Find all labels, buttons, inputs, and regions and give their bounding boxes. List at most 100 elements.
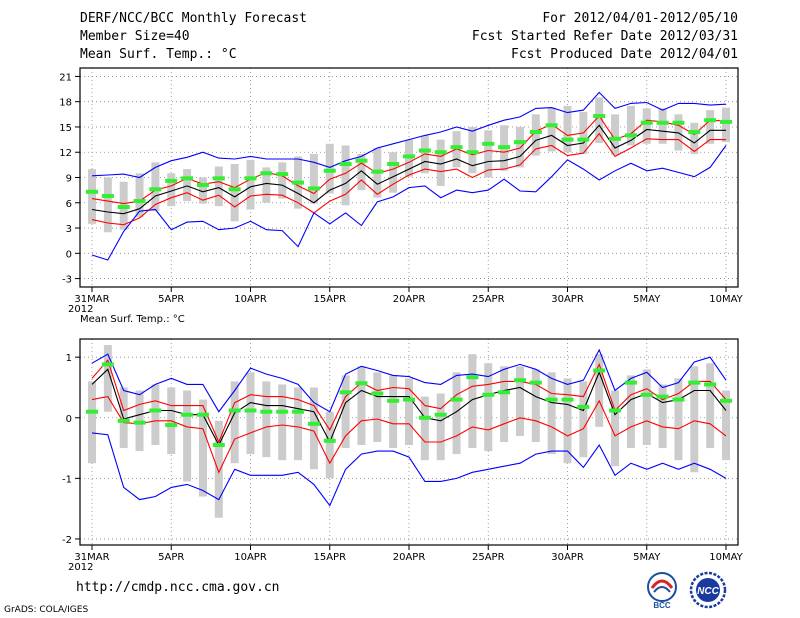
spread-box bbox=[531, 369, 540, 442]
ncc-logo: NCC bbox=[689, 571, 727, 609]
spread-box bbox=[309, 153, 318, 204]
spread-box bbox=[690, 366, 699, 473]
spread-box bbox=[484, 130, 493, 178]
x-tick-label: 25APR bbox=[472, 552, 505, 563]
median-marker bbox=[244, 408, 257, 413]
median-marker bbox=[101, 194, 114, 199]
series-max-line bbox=[91, 91, 727, 179]
spread-box bbox=[531, 114, 540, 156]
bcc-logo-text: BCC bbox=[653, 601, 671, 610]
median-marker bbox=[450, 145, 463, 150]
median-marker bbox=[228, 408, 241, 413]
plot-frame bbox=[79, 67, 739, 288]
footer-url[interactable]: http://cmdp.ncc.cma.gov.cn bbox=[76, 580, 280, 595]
forecast-start-date: Fcst Started Refer Date 2012/03/31 bbox=[471, 29, 738, 44]
median-marker bbox=[482, 392, 495, 397]
spread-box bbox=[690, 122, 699, 154]
spread-box bbox=[183, 390, 192, 482]
spread-box bbox=[103, 345, 112, 412]
spread-box bbox=[88, 381, 96, 464]
median-marker bbox=[704, 382, 717, 387]
median-marker bbox=[545, 397, 558, 402]
series-min-line bbox=[91, 432, 727, 507]
median-marker bbox=[434, 150, 447, 155]
spread-box bbox=[405, 378, 413, 446]
x-tick-label: 30APR bbox=[551, 294, 584, 305]
spread-box bbox=[309, 387, 318, 470]
x-tick-label: 10APR bbox=[234, 294, 267, 305]
panel-title: Mean Surf. Temp.: °C bbox=[80, 314, 185, 325]
median-marker bbox=[323, 168, 336, 173]
spread-box bbox=[278, 162, 287, 199]
median-marker bbox=[656, 394, 669, 399]
median-marker bbox=[196, 412, 209, 417]
spread-box bbox=[389, 152, 398, 193]
spread-box bbox=[214, 166, 223, 207]
spread-box bbox=[626, 105, 635, 146]
spread-box bbox=[722, 107, 730, 143]
spread-box bbox=[579, 381, 588, 458]
median-marker bbox=[212, 176, 225, 181]
x-tick-label: 31MAR bbox=[74, 552, 109, 563]
spread-box bbox=[88, 169, 96, 224]
median-marker bbox=[529, 130, 542, 135]
median-marker bbox=[450, 397, 463, 402]
median-marker bbox=[577, 137, 590, 142]
median-marker bbox=[656, 120, 669, 125]
x-tick-label: 31MAR bbox=[74, 294, 109, 305]
spread-box bbox=[183, 169, 192, 202]
forecast-produced-date: Fcst Produced Date 2012/04/01 bbox=[511, 47, 738, 62]
spread-box bbox=[294, 387, 303, 461]
median-marker bbox=[403, 397, 415, 402]
spread-box bbox=[198, 399, 207, 497]
x-tick-label: 5APR bbox=[158, 294, 184, 305]
spread-box bbox=[706, 110, 715, 144]
median-marker bbox=[672, 397, 685, 402]
variable-label: Mean Surf. Temp.: °C bbox=[80, 47, 237, 62]
median-marker bbox=[371, 391, 384, 396]
spread-box bbox=[722, 390, 730, 461]
spread-box bbox=[642, 369, 651, 446]
median-marker bbox=[181, 412, 194, 417]
spread-box bbox=[246, 159, 255, 210]
spread-box bbox=[389, 375, 398, 449]
spread-box bbox=[452, 372, 461, 455]
median-marker bbox=[307, 421, 320, 426]
bcc-logo: BCC bbox=[647, 572, 677, 610]
spread-box bbox=[436, 393, 445, 461]
median-marker bbox=[561, 137, 574, 142]
spread-box bbox=[611, 114, 620, 155]
spread-box bbox=[595, 97, 604, 143]
median-marker bbox=[672, 120, 685, 125]
spread-box bbox=[103, 177, 112, 233]
x-tick-label: 5MAY bbox=[633, 294, 661, 305]
median-marker bbox=[276, 409, 289, 414]
spread-box bbox=[373, 372, 382, 442]
spread-box bbox=[468, 126, 477, 174]
x-tick-label: 20APR bbox=[393, 294, 426, 305]
chart-panel-2: -2 -1 0 1 31MAR 5APR 10APR 15APR 20APR 25APR 30APR… bbox=[62, 338, 744, 573]
spread-box bbox=[357, 153, 366, 191]
median-marker bbox=[387, 398, 400, 403]
y-tick-label: 0 bbox=[66, 249, 72, 260]
chart-panel-1: -3 0 3 6 9 12 15 18 21 31MAR 5APR 10APR 15APR 20APR 25… bbox=[59, 67, 744, 325]
median-marker bbox=[339, 390, 352, 395]
y-tick-label: -3 bbox=[62, 275, 72, 286]
spread-box bbox=[230, 381, 239, 464]
median-marker bbox=[86, 409, 98, 414]
median-marker bbox=[513, 378, 526, 383]
spread-box bbox=[626, 375, 635, 449]
spread-box bbox=[357, 366, 366, 446]
y-tick-label: 18 bbox=[59, 98, 72, 109]
y-tick-label: 21 bbox=[59, 72, 72, 83]
spread-box bbox=[658, 108, 667, 144]
y-tick-label: -1 bbox=[62, 474, 72, 485]
median-marker bbox=[545, 123, 558, 128]
y-tick-label: -2 bbox=[62, 535, 72, 546]
median-marker bbox=[165, 423, 178, 428]
spread-box bbox=[515, 366, 524, 436]
median-marker bbox=[228, 187, 241, 192]
series-lower-line bbox=[91, 395, 727, 474]
y-tick-label: 12 bbox=[59, 148, 72, 159]
median-marker bbox=[149, 408, 162, 413]
